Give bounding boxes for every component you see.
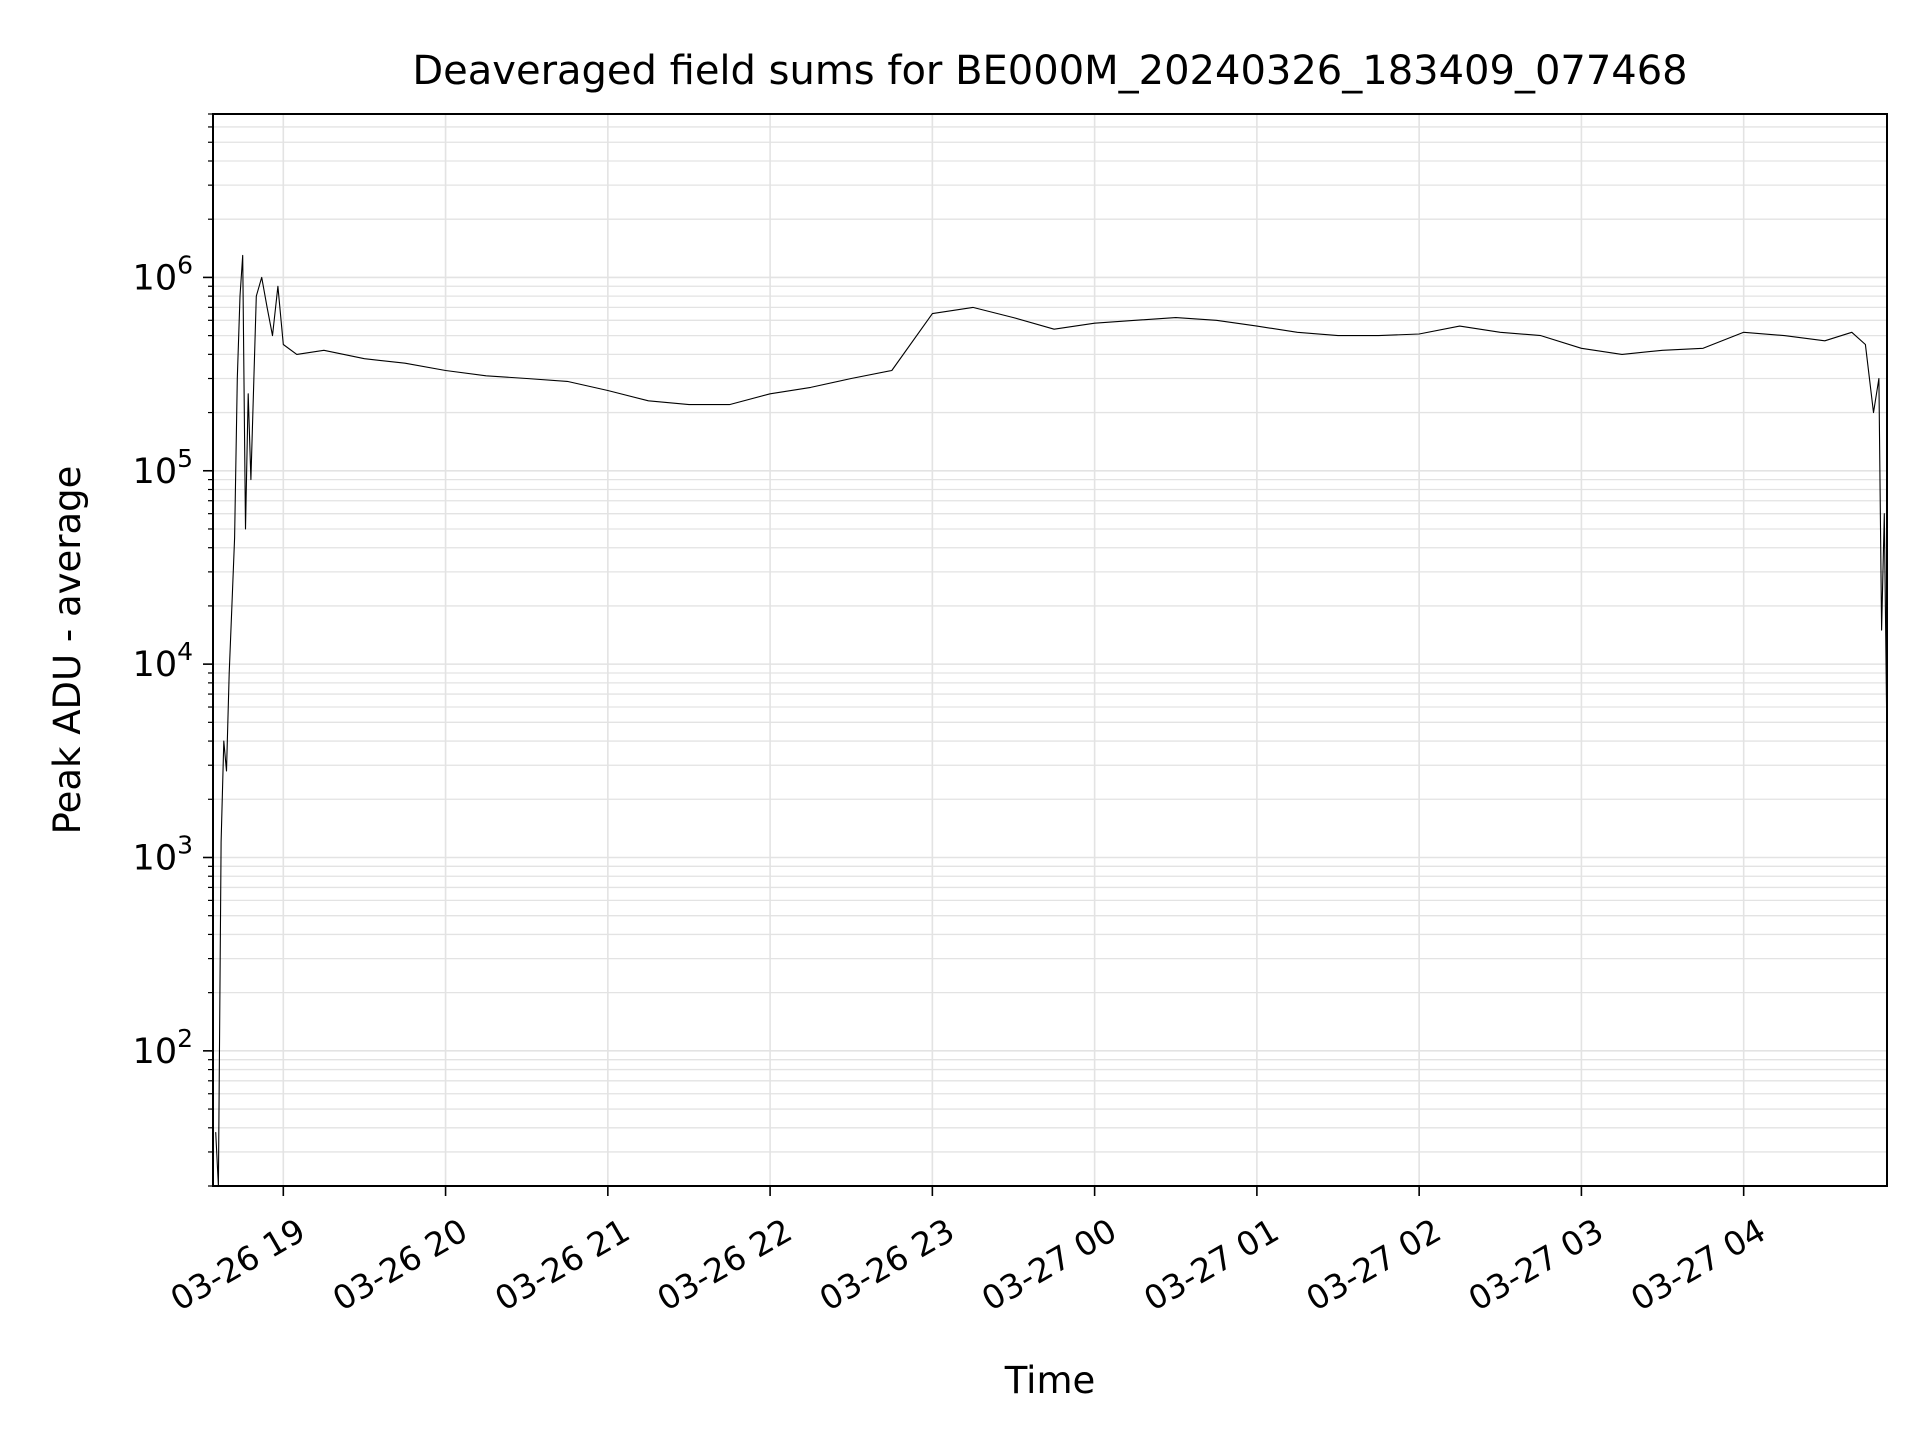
y-tick-label: 102 [133, 1024, 193, 1072]
plot-frame [212, 113, 1888, 1187]
y-tick-label: 103 [133, 830, 193, 878]
y-axis-label: Peak ADU - average [46, 466, 89, 835]
x-axis-label: Time [1004, 1359, 1096, 1402]
y-tick-label: 105 [133, 444, 193, 492]
series-line [215, 254, 1887, 1186]
y-tick-label: 104 [133, 637, 193, 685]
chart-title: Deaveraged field sums for BE000M_2024032… [412, 48, 1687, 94]
y-tick-label: 106 [133, 250, 193, 298]
grid [213, 113, 1887, 1187]
